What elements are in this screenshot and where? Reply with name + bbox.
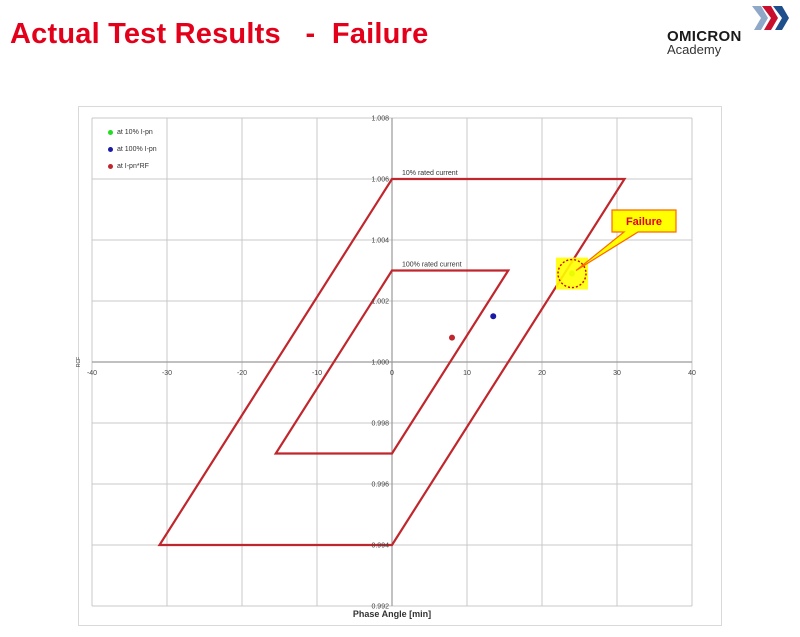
y-tick-label: 0.998 [371,421,389,428]
legend-marker-icon [108,130,113,135]
y-tick-label: 1.006 [371,177,389,184]
y-tick-label: 1.000 [371,360,389,367]
x-tick-label: 30 [613,370,621,377]
x-tick-label: -30 [162,370,172,377]
legend-label: at I-pn*RF [117,163,149,170]
envelope-polygon [157,177,627,547]
logo-name: OMICRON [667,28,742,45]
failure-callout-box [575,209,677,272]
x-tick-label: 40 [688,370,696,377]
x-tick-label: -10 [312,370,322,377]
failure-highlight [556,257,588,290]
y-tick-label: 0.994 [371,543,389,550]
slide-title: Actual Test Results - Failure [10,18,429,50]
legend-item: at 10% I-pn [108,124,157,141]
y-tick-label: 0.996 [371,482,389,489]
x-tick-label: 0 [390,370,394,377]
y-tick-label: 1.008 [371,116,389,123]
legend-label: at 10% I-pn [117,129,153,136]
envelope-label: 100% rated current [402,262,462,269]
legend-item: at I-pn*RF [108,158,157,175]
envelope-label: 10% rated current [402,170,458,177]
chart-grid [91,117,693,607]
y-tick-label: 0.992 [371,604,389,611]
chart-legend: at 10% I-pn at 100% I-pn at I-pn*RF [108,124,157,175]
omicron-logo-icon [752,6,789,30]
legend-marker-icon [108,164,113,169]
logo-subtitle: Academy [667,42,722,57]
envelope-polygon [273,269,511,455]
y-axis-label: RCF [76,357,82,367]
data-point [490,313,497,320]
omicron-academy-logo: OMICRON Academy [664,6,794,58]
failure-callout-label: Failure [626,216,662,228]
y-tick-label: 1.004 [371,238,389,245]
failure-annotation: Failure [556,209,677,290]
y-tick-label: 1.002 [371,299,389,306]
x-tick-label: 20 [538,370,546,377]
legend-label: at 100% I-pn [117,146,157,153]
x-tick-label: -40 [87,370,97,377]
legend-marker-icon [108,147,113,152]
axis-ticks: -40 -30 -20 -10 0 10 20 30 40 0.992 0.994 0.996 0.99… [87,116,696,611]
x-tick-label: 10 [463,370,471,377]
x-tick-label: -20 [237,370,247,377]
data-point [449,334,455,341]
x-axis-label: Phase Angle [min] [353,609,431,619]
failure-ring [557,258,587,289]
legend-item: at 100% I-pn [108,141,157,158]
accuracy-envelopes: 10% rated current 100% rated current [157,170,627,547]
